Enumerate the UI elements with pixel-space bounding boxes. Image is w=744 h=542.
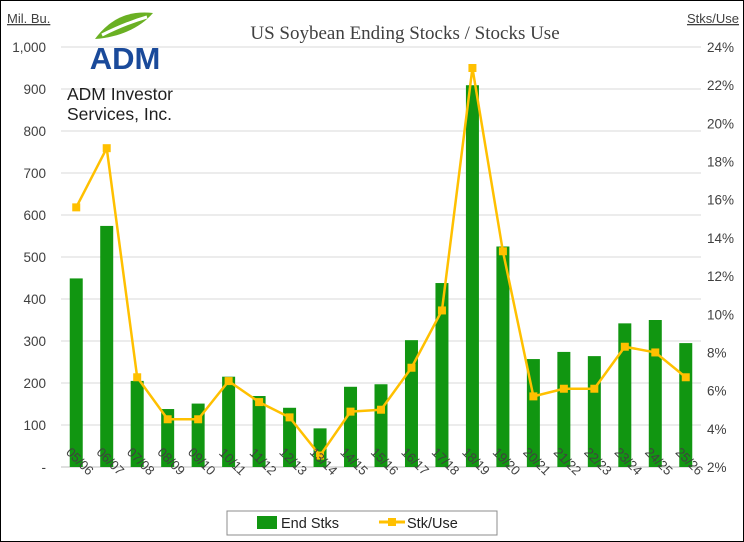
x-tick-label: 06/07 [94, 445, 128, 479]
right-tick-label: 16% [707, 193, 734, 208]
logo-subtitle-line2: Services, Inc. [67, 104, 172, 124]
left-tick-label: 500 [23, 250, 46, 265]
bar-06-07 [100, 225, 114, 467]
adm-logo: ADM ADM Investor Services, Inc. [67, 12, 173, 124]
bar-23-24 [618, 323, 632, 467]
x-tick-label: 20/21 [520, 445, 554, 479]
bar-17-18 [435, 283, 449, 467]
stk-use-point-06-07 [102, 144, 111, 153]
bar-07-08 [130, 380, 144, 467]
stk-use-point-10-11 [224, 377, 233, 386]
right-tick-label: 12% [707, 269, 734, 284]
right-tick-label: 24% [707, 40, 734, 55]
bar-21-22 [557, 351, 571, 467]
right-tick-label: 2% [707, 460, 727, 475]
left-tick-label: 400 [23, 292, 46, 307]
x-tick-label: 18/19 [459, 445, 493, 479]
x-tick-label: 16/17 [398, 445, 432, 479]
stk-use-point-07-08 [133, 373, 142, 382]
stk-use-point-09-10 [194, 415, 203, 424]
logo-wordmark: ADM [90, 41, 161, 76]
stk-use-point-13-14 [316, 451, 325, 460]
left-tick-label: 100 [23, 418, 46, 433]
x-tick-label: 08/09 [155, 445, 189, 479]
x-tick-label: 23/24 [612, 445, 646, 479]
x-tick-label: 19/20 [490, 445, 524, 479]
x-tick-label: 24/25 [642, 445, 676, 479]
stk-use-point-17-18 [437, 306, 446, 315]
stk-use-point-20-21 [529, 392, 538, 401]
bar-05-06 [69, 278, 83, 467]
right-tick-label: 20% [707, 116, 734, 131]
right-tick-label: 14% [707, 231, 734, 246]
legend-swatch-stk-use-marker [388, 518, 396, 526]
left-tick-label: 200 [23, 376, 46, 391]
left-tick-label: 1,000 [12, 40, 46, 55]
stk-use-point-22-23 [590, 384, 599, 393]
bar-14-15 [344, 386, 358, 467]
stk-use-point-14-15 [346, 407, 355, 416]
left-tick-label: 700 [23, 166, 46, 181]
stk-use-point-25-26 [681, 373, 690, 382]
bar-08-09 [161, 409, 175, 467]
stk-use-point-12-13 [285, 413, 294, 422]
logo-subtitle-line1: ADM Investor [67, 84, 173, 104]
x-tick-label: 09/10 [185, 445, 219, 479]
stk-use-point-05-06 [72, 203, 81, 212]
x-tick-label: 10/11 [216, 445, 249, 478]
x-tick-label: 12/13 [276, 445, 310, 479]
x-tick-label: 25/26 [673, 445, 707, 479]
right-tick-label: 18% [707, 155, 734, 170]
stk-use-point-21-22 [559, 384, 568, 393]
right-tick-label: 8% [707, 345, 727, 360]
bar-10-11 [222, 376, 236, 467]
stk-use-point-11-12 [255, 398, 264, 407]
left-tick-label: 600 [23, 208, 46, 223]
bar-18-19 [465, 85, 479, 467]
stk-use-point-24-25 [651, 348, 660, 357]
left-tick-label: 800 [23, 124, 46, 139]
x-tick-label: 11/12 [247, 445, 280, 478]
x-tick-label: 07/08 [124, 445, 158, 479]
x-tick-label: 15/16 [368, 445, 402, 479]
chart-title: US Soybean Ending Stocks / Stocks Use [250, 23, 559, 44]
x-axis-ticks: 05/0606/0707/0808/0909/1010/1111/1212/13… [63, 445, 706, 479]
x-tick-label: 22/23 [581, 445, 615, 479]
left-axis-ticks: - 100 200 300 400 500 600 700 800 900 1,000 [12, 40, 46, 475]
x-tick-label: 21/22 [551, 445, 585, 479]
x-tick-label: 13/14 [307, 445, 341, 479]
right-tick-label: 10% [707, 307, 734, 322]
right-axis-ticks: 2% 4% 6% 8% 10% 12% 14% 16% 18% 20% 22% 24% [707, 40, 734, 475]
stk-use-point-15-16 [377, 405, 385, 414]
right-tick-label: 22% [707, 78, 734, 93]
right-tick-label: 6% [707, 384, 727, 399]
bar-24-25 [648, 320, 662, 467]
bar-series-end-stks [69, 85, 693, 467]
x-tick-label: 17/18 [429, 445, 463, 479]
stk-use-point-16-17 [407, 363, 416, 372]
stk-use-point-18-19 [468, 64, 477, 72]
x-tick-label: 05/06 [63, 445, 97, 479]
bar-19-20 [496, 246, 510, 467]
stk-use-point-23-24 [620, 342, 629, 351]
left-tick-label: 900 [23, 82, 46, 97]
stk-use-point-08-09 [163, 415, 172, 424]
legend-label-end-stks: End Stks [281, 516, 339, 532]
left-tick-label: 300 [23, 334, 46, 349]
right-tick-label: 4% [707, 422, 727, 437]
right-axis-label: Stks/Use [687, 11, 739, 26]
left-tick-label: - [42, 460, 47, 475]
bar-11-12 [252, 396, 266, 467]
legend-swatch-end-stks [257, 516, 277, 529]
line-series-stk-use [72, 64, 690, 460]
legend: End Stks Stk/Use [226, 510, 498, 536]
left-axis-label: Mil. Bu. [7, 11, 50, 26]
stk-use-point-19-20 [498, 247, 507, 256]
x-tick-label: 14/15 [337, 445, 371, 479]
legend-label-stk-use: Stk/Use [407, 516, 458, 532]
leaf-icon [95, 12, 153, 39]
